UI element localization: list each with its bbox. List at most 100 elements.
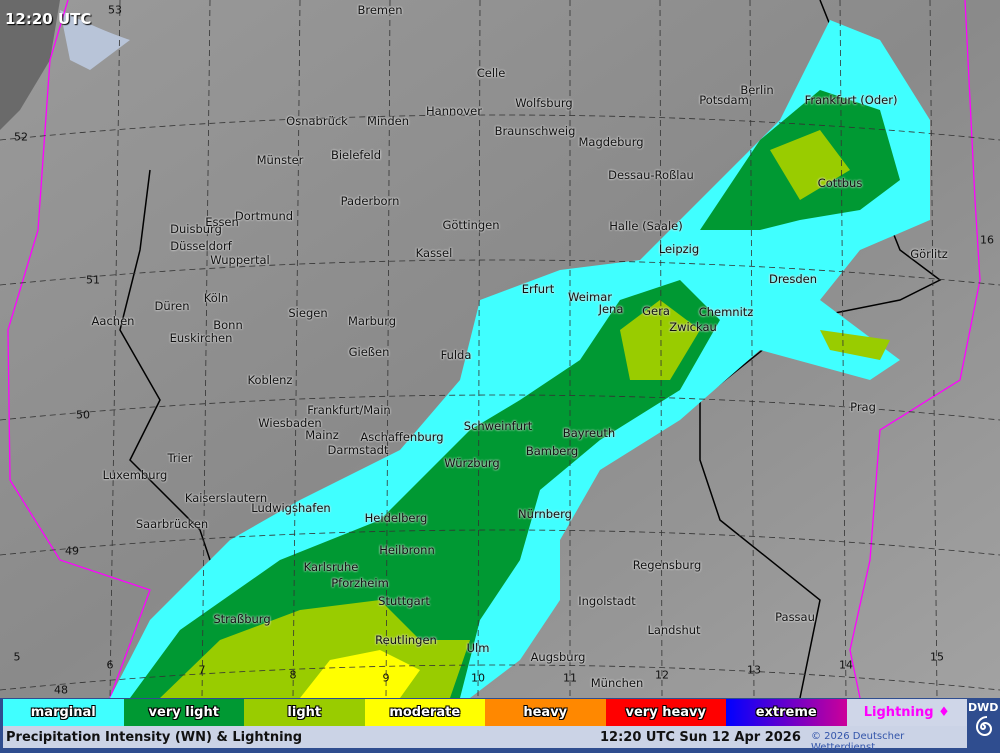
legend-very-heavy: very heavy (605, 699, 726, 726)
graticule-label: 7 (198, 663, 206, 677)
city-label: Aschaffenburg (360, 430, 444, 444)
graticule-label: 52 (14, 130, 28, 144)
city-label: Frankfurt/Main (307, 403, 391, 417)
city-label: Fulda (440, 348, 472, 362)
legend-very-light: very light (123, 699, 244, 726)
graticule-label: 5 (13, 650, 21, 664)
city-label: Heilbronn (379, 543, 435, 557)
city-label: Düsseldorf (170, 239, 232, 253)
city-label: Kassel (415, 246, 453, 260)
city-label: Köln (203, 291, 229, 305)
city-label: Jena (598, 302, 624, 316)
graticule-label: 10 (471, 671, 485, 685)
legend-marginal: marginal (3, 699, 124, 726)
graticule (0, 0, 1000, 698)
city-label: Augsburg (530, 650, 586, 664)
city-label: Prag (850, 400, 876, 414)
graticule-label: 16 (980, 233, 994, 247)
footer-bar: Precipitation Intensity (WN) & Lightning… (3, 726, 967, 753)
city-label: Schweinfurt (463, 419, 533, 433)
dwd-logo: DWD (968, 699, 998, 747)
spiral-icon (975, 716, 992, 737)
copyright: © 2026 Deutscher Wetterdienst (811, 731, 905, 753)
city-label: Berlin (740, 83, 774, 97)
city-label: Mainz (305, 428, 339, 442)
city-label: Halle (Saale) (609, 219, 683, 233)
city-label: Duisburg (170, 222, 222, 236)
city-label: Dessau-Roßlau (608, 168, 694, 182)
legend-light: light (244, 699, 365, 726)
city-label: Magdeburg (578, 135, 644, 149)
city-label: Minden (366, 114, 410, 128)
legend-lightning: Lightning ♦ (846, 699, 967, 726)
legend-heavy: heavy (485, 699, 606, 726)
graticule-label: 13 (747, 663, 761, 677)
sea (0, 0, 60, 130)
city-label: Potsdam (699, 93, 749, 107)
city-label: Gießen (348, 345, 390, 359)
graticule-label: 53 (108, 3, 122, 17)
city-label: Bremen (357, 3, 403, 17)
precipitation-legend: marginal very light light moderate heavy very… (3, 699, 967, 726)
city-label: Reutlingen (375, 633, 437, 647)
city-label: Koblenz (247, 373, 293, 387)
city-label: Stuttgart (378, 594, 430, 608)
graticule-label: 14 (839, 658, 853, 672)
map-layer (0, 0, 1000, 698)
city-label: Ludwigshafen (251, 501, 331, 515)
city-label: Dortmund (234, 209, 294, 223)
city-label: Darmstadt (327, 443, 389, 457)
city-label: Bamberg (525, 444, 579, 458)
graticule-label: 12 (655, 668, 669, 682)
graticule-label: 8 (289, 668, 297, 682)
graticule-label: 11 (563, 671, 577, 685)
city-label: Braunschweig (494, 124, 576, 138)
city-label: Dresden (768, 272, 818, 286)
radar-boundary-east (849, 0, 981, 698)
graticule-label: 49 (65, 544, 79, 558)
city-label: Saarbrücken (135, 517, 209, 531)
city-label: Straßburg (213, 612, 271, 626)
legend-moderate: moderate (364, 699, 485, 726)
city-label: Görlitz (910, 247, 948, 261)
city-label: Düren (154, 299, 190, 313)
city-label: Bayreuth (562, 426, 616, 440)
city-label: Osnabrück (286, 114, 348, 128)
graticule-label: 51 (86, 273, 100, 287)
city-label: Weimar (568, 290, 612, 304)
city-label: Kaiserslautern (184, 491, 268, 505)
radar-boundary (7, 0, 151, 698)
city-label: Karlsruhe (303, 560, 359, 574)
city-label: Nürnberg (518, 507, 572, 521)
radar-map[interactable]: Bremen Celle Berlin Potsdam Frankfurt (Oder)… (0, 0, 1000, 698)
graticule-label: 6 (106, 658, 114, 672)
legend-extreme: extreme (726, 699, 847, 726)
city-label: Euskirchen (169, 331, 233, 345)
city-label: Ulm (466, 641, 490, 655)
city-label: Münster (256, 153, 304, 167)
city-label: Erfurt (521, 282, 555, 296)
city-label: Aachen (91, 314, 135, 328)
city-label: Regensburg (632, 558, 702, 572)
ijsselmeer (60, 10, 130, 70)
city-label: Gera (642, 304, 670, 318)
graticule-label: 50 (76, 408, 90, 422)
city-label: Essen (205, 215, 239, 229)
city-label: Chemnitz (698, 305, 754, 319)
city-label: Zwickau (669, 320, 717, 334)
city-label: Bonn (213, 318, 243, 332)
city-label: Hannover (426, 104, 482, 118)
city-label: Passau (775, 610, 815, 624)
city-label: Celle (476, 66, 506, 80)
city-label: Cottbus (817, 176, 863, 190)
city-label: Marburg (347, 314, 397, 328)
precipitation (110, 20, 930, 698)
city-label: München (590, 676, 644, 690)
city-label: Wiesbaden (258, 416, 322, 430)
graticule-label: 48 (54, 683, 68, 697)
city-label: Landshut (647, 623, 701, 637)
city-label: Würzburg (444, 456, 500, 470)
city-label: Leipzig (658, 242, 700, 256)
city-label: Paderborn (340, 194, 400, 208)
city-label: Pforzheim (331, 576, 389, 590)
